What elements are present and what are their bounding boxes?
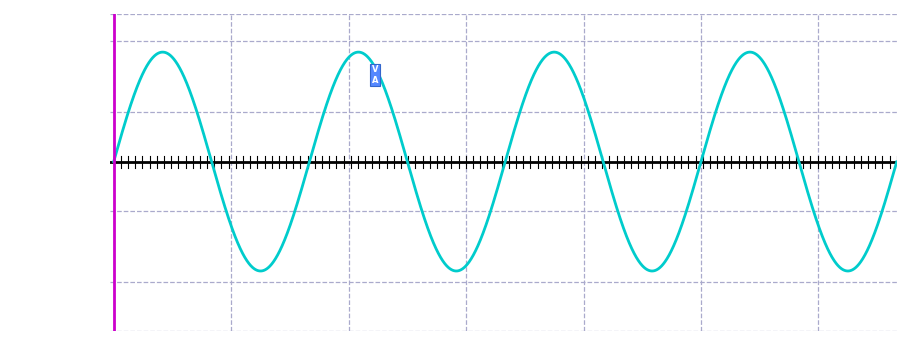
Text: V
A: V A [372, 65, 379, 85]
